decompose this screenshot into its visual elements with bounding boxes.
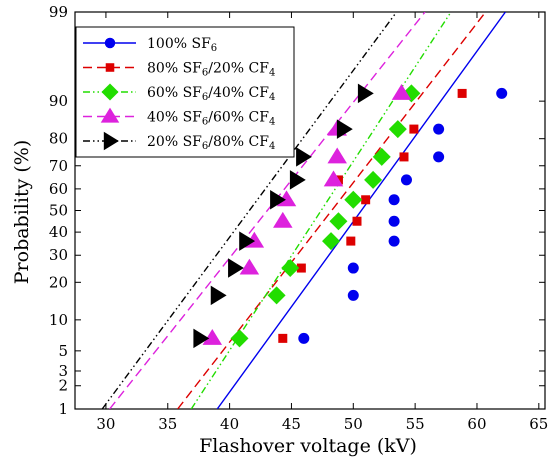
- data-point-series-2: [346, 236, 356, 246]
- data-point-series-2: [409, 124, 419, 134]
- y-tick-label: 70: [49, 157, 68, 175]
- data-point-series-1: [298, 332, 310, 344]
- y-tick-label: 60: [49, 180, 68, 198]
- x-axis-title: Flashover voltage (kV): [199, 435, 417, 457]
- fit-lines: [101, 12, 506, 409]
- fit-line-series-1: [216, 12, 506, 409]
- data-point-series-3: [372, 147, 391, 166]
- y-tick-label: 30: [49, 246, 68, 264]
- y-axis-title: Probability (%): [11, 140, 33, 284]
- data-point-series-1: [400, 174, 412, 186]
- legend-label-4: 40% SF6/60% CF4: [147, 110, 275, 128]
- x-tick-label: 55: [406, 415, 425, 433]
- data-point-series-1: [388, 215, 400, 227]
- data-point-series-1: [388, 235, 400, 247]
- y-tick-label: 90: [49, 92, 68, 110]
- y-tick-label: 3: [58, 362, 68, 380]
- data-point-series-4: [202, 329, 223, 345]
- y-tick-label: 99: [49, 3, 68, 21]
- legend-label-3: 60% SF6/40% CF4: [147, 85, 275, 103]
- legend-marker-4: [100, 107, 120, 123]
- legend-marker-5: [103, 131, 119, 151]
- x-tick-label: 40: [220, 415, 239, 433]
- data-point-series-3: [364, 170, 383, 189]
- data-point-series-5: [239, 231, 256, 251]
- legend: 100% SF6 80% SF6/20% CF4 60% SF6/40% CF4 40…: [75, 26, 295, 158]
- data-point-series-5: [210, 285, 227, 306]
- data-point-series-1: [433, 123, 445, 135]
- data-point-series-5: [289, 170, 306, 190]
- y-tick-label: 1: [58, 400, 68, 418]
- legend-marker-3: [101, 83, 119, 101]
- x-axis: 30 35 40 45 50 55 60 65: [96, 12, 548, 433]
- data-point-series-4: [239, 258, 260, 275]
- data-point-series-4: [323, 170, 344, 187]
- data-point-series-3: [322, 232, 341, 251]
- data-point-series-5: [228, 258, 244, 278]
- data-point-series-5: [357, 83, 374, 104]
- data-point-series-3: [329, 212, 348, 231]
- data-point-series-1: [347, 289, 359, 301]
- data-point-series-4: [327, 147, 347, 164]
- data-point-series-2: [296, 263, 306, 273]
- data-point-series-5: [193, 328, 210, 349]
- data-point-series-5: [336, 119, 353, 139]
- data-point-series-1: [347, 262, 359, 274]
- x-tick-label: 45: [282, 415, 301, 433]
- data-point-series-3: [230, 329, 249, 348]
- x-tick-label: 30: [96, 415, 115, 433]
- x-tick-label: 65: [529, 415, 548, 433]
- data-markers: [193, 83, 508, 349]
- y-tick-label: 2: [58, 377, 68, 395]
- data-point-series-4: [273, 211, 293, 228]
- y-tick-label: 20: [49, 273, 68, 291]
- data-point-series-1: [388, 194, 400, 206]
- legend-marker-2: [105, 63, 115, 72]
- data-point-series-1: [496, 87, 508, 99]
- fit-line-series-5: [101, 12, 398, 409]
- x-tick-label: 35: [158, 415, 177, 433]
- data-point-series-3: [344, 190, 363, 209]
- fit-line-series-4: [109, 12, 426, 409]
- y-axis: 1 23 5 10 20 30 40 50 60 70 80 90 99: [49, 3, 545, 418]
- data-point-series-3: [281, 259, 300, 278]
- data-point-series-2: [278, 333, 288, 343]
- data-point-series-5: [296, 147, 312, 167]
- data-point-series-2: [352, 216, 362, 226]
- data-point-series-5: [270, 190, 286, 210]
- x-tick-label: 60: [467, 415, 486, 433]
- data-point-series-4: [391, 84, 412, 100]
- data-point-series-2: [457, 88, 467, 98]
- y-tick-label: 40: [49, 223, 68, 241]
- y-tick-label: 5: [58, 342, 68, 360]
- legend-label-1: 100% SF6: [147, 36, 217, 54]
- y-tick-label: 80: [49, 130, 68, 148]
- y-tick-label: 50: [49, 202, 68, 220]
- data-point-series-1: [433, 151, 445, 163]
- data-point-series-2: [361, 195, 371, 205]
- legend-label-5: 20% SF6/80% CF4: [147, 134, 275, 152]
- x-tick-label: 50: [344, 415, 363, 433]
- data-point-series-2: [399, 152, 409, 162]
- legend-label-2: 80% SF6/20% CF4: [147, 61, 275, 79]
- data-point-series-3: [388, 120, 407, 139]
- y-tick-label: 10: [49, 311, 68, 329]
- fit-line-series-3: [190, 12, 452, 409]
- data-point-series-3: [267, 286, 286, 305]
- legend-marker-1: [104, 37, 116, 49]
